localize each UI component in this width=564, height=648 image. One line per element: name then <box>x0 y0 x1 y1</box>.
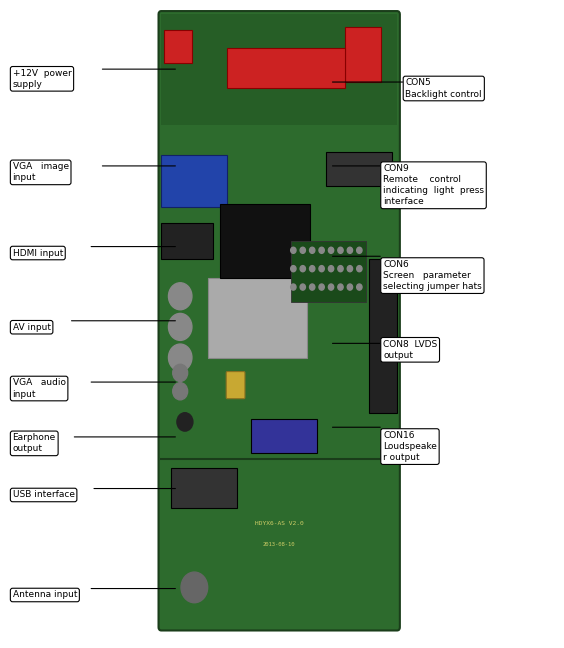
Circle shape <box>356 266 362 272</box>
FancyBboxPatch shape <box>227 48 345 88</box>
Circle shape <box>356 248 362 253</box>
Circle shape <box>290 266 296 272</box>
Circle shape <box>173 364 188 382</box>
Text: USB interface: USB interface <box>12 491 74 500</box>
FancyBboxPatch shape <box>345 27 381 82</box>
Circle shape <box>169 283 192 310</box>
Text: VGA   image
input: VGA image input <box>12 162 69 183</box>
FancyBboxPatch shape <box>161 156 227 207</box>
Text: HDMI input: HDMI input <box>12 249 63 257</box>
FancyBboxPatch shape <box>251 419 317 452</box>
Text: CON16
Loudspeake
r output: CON16 Loudspeake r output <box>383 431 437 462</box>
Text: HDYX6-AS V2.0: HDYX6-AS V2.0 <box>255 520 303 526</box>
Circle shape <box>169 344 192 371</box>
FancyBboxPatch shape <box>164 30 192 64</box>
Text: +12V  power
supply: +12V power supply <box>12 69 72 89</box>
FancyBboxPatch shape <box>291 241 367 303</box>
Text: CON5
Backlight control: CON5 Backlight control <box>406 78 482 98</box>
Text: AV input: AV input <box>12 323 51 332</box>
FancyBboxPatch shape <box>209 278 307 358</box>
Text: 2013-08-10: 2013-08-10 <box>263 542 296 547</box>
Circle shape <box>290 248 296 253</box>
Circle shape <box>310 266 315 272</box>
Text: Earphone
output: Earphone output <box>12 434 56 454</box>
Circle shape <box>319 248 324 253</box>
Circle shape <box>338 266 343 272</box>
Circle shape <box>328 248 334 253</box>
Circle shape <box>319 266 324 272</box>
Text: Antenna input: Antenna input <box>12 590 77 599</box>
FancyBboxPatch shape <box>161 223 213 259</box>
Circle shape <box>338 284 343 290</box>
Circle shape <box>319 284 324 290</box>
FancyBboxPatch shape <box>226 371 245 399</box>
Circle shape <box>310 284 315 290</box>
Circle shape <box>300 266 306 272</box>
Text: VGA   audio
input: VGA audio input <box>12 378 65 399</box>
FancyBboxPatch shape <box>327 152 393 186</box>
Circle shape <box>347 284 352 290</box>
FancyBboxPatch shape <box>161 14 397 124</box>
Circle shape <box>338 248 343 253</box>
Circle shape <box>169 314 192 340</box>
Text: CON9
Remote    control
indicating  light  press
interface: CON9 Remote control indicating light pre… <box>383 164 484 207</box>
Circle shape <box>347 248 352 253</box>
FancyBboxPatch shape <box>369 259 397 413</box>
FancyBboxPatch shape <box>158 11 400 631</box>
Circle shape <box>177 413 193 431</box>
Text: CON6
Screen   parameter
selecting jumper hats: CON6 Screen parameter selecting jumper h… <box>383 260 482 291</box>
Circle shape <box>173 383 188 400</box>
Circle shape <box>290 284 296 290</box>
Circle shape <box>300 284 306 290</box>
Circle shape <box>356 284 362 290</box>
FancyBboxPatch shape <box>221 204 310 278</box>
Circle shape <box>181 572 208 603</box>
Circle shape <box>300 248 306 253</box>
Circle shape <box>328 266 334 272</box>
Circle shape <box>347 266 352 272</box>
FancyBboxPatch shape <box>171 468 237 508</box>
Circle shape <box>310 248 315 253</box>
Text: CON8  LVDS
output: CON8 LVDS output <box>383 340 437 360</box>
Circle shape <box>328 284 334 290</box>
